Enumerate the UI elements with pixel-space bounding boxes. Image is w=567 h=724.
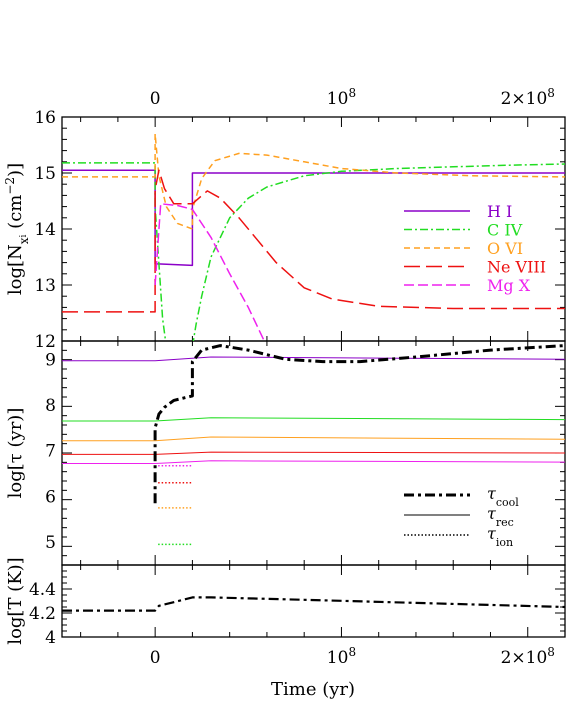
y-tick-label-bottom: 4 bbox=[45, 628, 56, 648]
bottom-x-tick-label: 2×108 bbox=[501, 645, 555, 668]
series-line-3 bbox=[62, 169, 565, 313]
y-tick-label-top: 12 bbox=[34, 332, 56, 352]
plot-lines bbox=[62, 133, 565, 612]
series-line-0 bbox=[62, 169, 565, 267]
y-tick-label-top: 13 bbox=[34, 276, 56, 296]
series-line-4 bbox=[154, 203, 266, 341]
top-x-tick-label: 108 bbox=[327, 86, 356, 109]
legend-label: H I bbox=[487, 202, 512, 221]
legend-label: C IV bbox=[487, 221, 523, 240]
bottom-x-tick-label: 0 bbox=[150, 648, 161, 668]
legend-label: τrec bbox=[487, 504, 514, 529]
legend-label: Mg X bbox=[487, 276, 531, 295]
series-line-2 bbox=[62, 133, 565, 230]
y-tick-label-middle: 9 bbox=[45, 350, 56, 370]
y-tick-label-middle: 8 bbox=[45, 396, 56, 416]
y-tick-label-bottom: 4.2 bbox=[29, 604, 56, 624]
y-tick-label-top: 16 bbox=[34, 108, 56, 128]
rec-line bbox=[62, 436, 565, 442]
axis-labels: 12 13 14 15 16 5 6 7 8 9 4 4.2 4.4 0 108 2×108 0 108 2×108… bbox=[3, 86, 555, 700]
legend-label: τion bbox=[487, 524, 513, 549]
y-tick-label-top: 15 bbox=[34, 164, 56, 184]
rec-line bbox=[62, 451, 565, 455]
x-axis-label: Time (yr) bbox=[271, 679, 355, 700]
y-axis-label-middle: log[τ (yr)] bbox=[5, 408, 26, 499]
rec-line bbox=[62, 417, 565, 422]
legend-label: Ne VIII bbox=[487, 258, 546, 277]
y-axis-label-bottom: log[T (K)] bbox=[5, 557, 26, 644]
temperature-line bbox=[62, 596, 565, 612]
top-x-tick-label: 2×108 bbox=[501, 86, 555, 109]
rec-line bbox=[62, 356, 565, 362]
series-line-1 bbox=[62, 162, 565, 341]
legend-label: O VI bbox=[487, 239, 523, 258]
axis-ticks bbox=[62, 116, 566, 638]
top-x-tick-label: 0 bbox=[150, 89, 161, 109]
y-tick-label-bottom: 4.4 bbox=[29, 580, 56, 600]
bottom-x-tick-label: 108 bbox=[327, 645, 356, 668]
y-tick-label-middle: 7 bbox=[45, 442, 56, 462]
y-tick-label-middle: 6 bbox=[45, 487, 56, 507]
rec-line bbox=[62, 460, 565, 464]
y-tick-label-middle: 5 bbox=[45, 533, 56, 553]
legend-label: τcool bbox=[487, 484, 519, 509]
y-tick-label-top: 14 bbox=[34, 220, 56, 240]
y-axis-label-top: log[Nxi (cm−2)] bbox=[3, 163, 31, 295]
cool-line bbox=[153, 344, 565, 504]
